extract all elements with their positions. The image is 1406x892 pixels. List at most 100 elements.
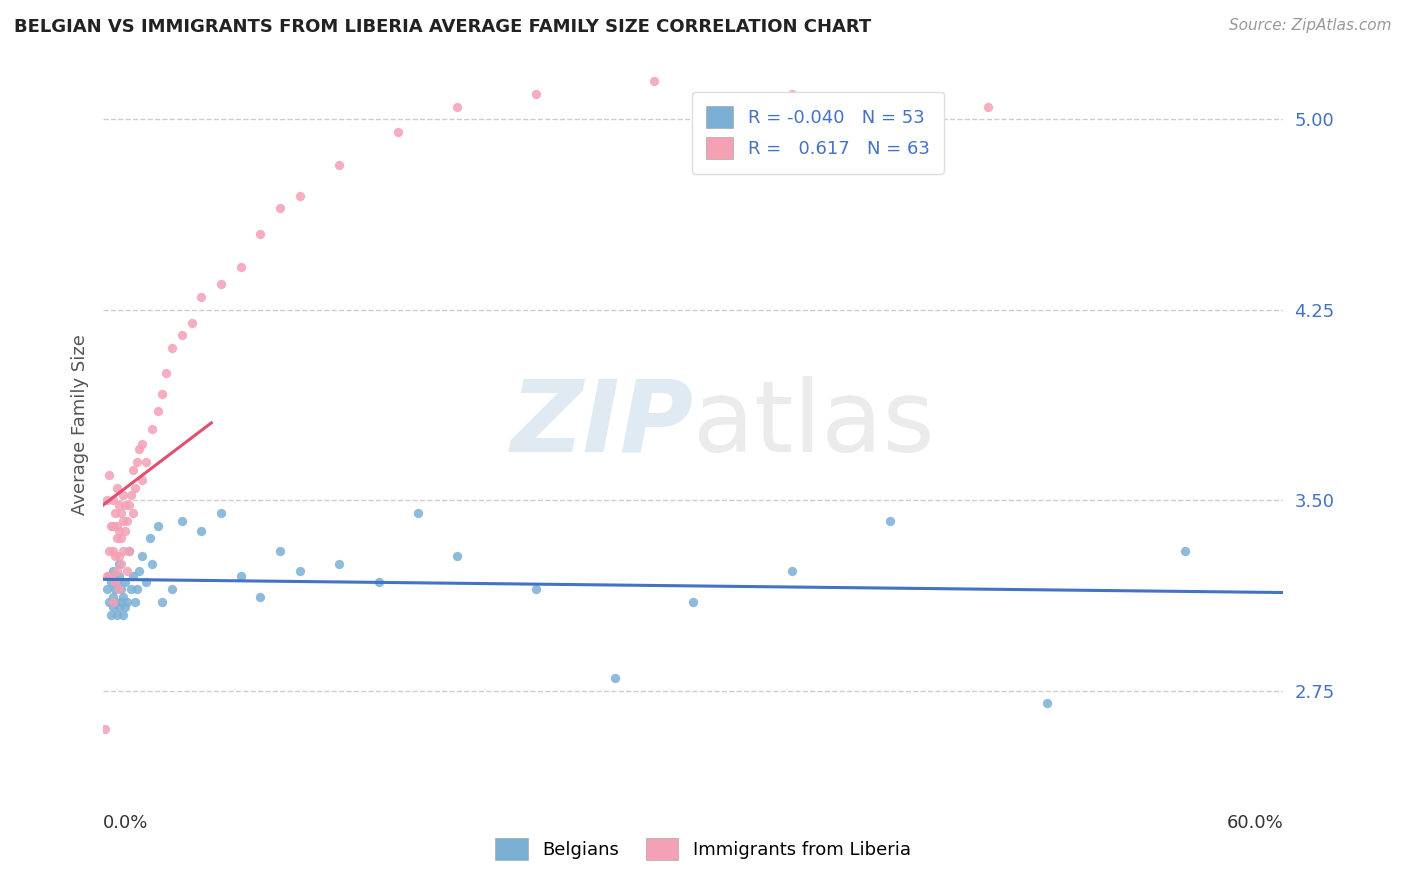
Point xyxy=(128,442,150,457)
Point xyxy=(114,499,136,513)
Point xyxy=(139,532,162,546)
Point xyxy=(111,607,134,622)
Point xyxy=(131,473,153,487)
Point xyxy=(121,506,143,520)
Point xyxy=(682,595,704,609)
Point xyxy=(101,590,124,604)
Point xyxy=(108,569,131,583)
Point xyxy=(288,565,311,579)
Point xyxy=(269,544,291,558)
Point xyxy=(104,506,127,520)
Point xyxy=(105,518,128,533)
Point xyxy=(603,671,626,685)
Point xyxy=(125,455,148,469)
Point xyxy=(288,188,311,202)
Point xyxy=(328,557,350,571)
Point xyxy=(98,595,121,609)
Point xyxy=(104,595,127,609)
Point xyxy=(96,569,118,583)
Point xyxy=(111,514,134,528)
Point xyxy=(125,582,148,597)
Point xyxy=(105,565,128,579)
Point xyxy=(115,514,138,528)
Point xyxy=(110,532,132,546)
Point xyxy=(94,722,117,736)
Point xyxy=(110,506,132,520)
Point xyxy=(104,574,127,589)
Point xyxy=(124,595,146,609)
Point xyxy=(111,590,134,604)
Point xyxy=(115,595,138,609)
Point xyxy=(115,565,138,579)
Point xyxy=(135,455,157,469)
Point xyxy=(367,574,389,589)
Point xyxy=(101,544,124,558)
Point xyxy=(387,125,409,139)
Point xyxy=(110,582,132,597)
Point xyxy=(1036,697,1059,711)
Point xyxy=(406,506,429,520)
Point xyxy=(98,569,121,583)
Point xyxy=(105,481,128,495)
Point xyxy=(100,607,122,622)
Point xyxy=(110,557,132,571)
Point xyxy=(114,599,136,614)
Text: 60.0%: 60.0% xyxy=(1226,814,1284,832)
Point xyxy=(105,607,128,622)
Point xyxy=(131,549,153,564)
Point xyxy=(170,328,193,343)
Point xyxy=(121,569,143,583)
Point xyxy=(104,582,127,597)
Point xyxy=(229,569,252,583)
Point xyxy=(104,549,127,564)
Point xyxy=(249,227,271,241)
Text: atlas: atlas xyxy=(693,376,935,473)
Point xyxy=(879,514,901,528)
Point xyxy=(135,574,157,589)
Point xyxy=(101,493,124,508)
Point xyxy=(101,599,124,614)
Point xyxy=(98,467,121,482)
Point xyxy=(101,518,124,533)
Point xyxy=(118,544,141,558)
Point xyxy=(1174,544,1197,558)
Point xyxy=(114,524,136,538)
Point xyxy=(111,544,134,558)
Legend: Belgians, Immigrants from Liberia: Belgians, Immigrants from Liberia xyxy=(481,823,925,874)
Point xyxy=(446,549,468,564)
Point xyxy=(643,74,665,88)
Point xyxy=(118,544,141,558)
Point xyxy=(155,366,177,380)
Point xyxy=(249,590,271,604)
Point xyxy=(209,277,232,292)
Point xyxy=(524,582,547,597)
Point xyxy=(108,599,131,614)
Point xyxy=(209,506,232,520)
Point xyxy=(101,595,124,609)
Point xyxy=(977,100,1000,114)
Legend: R = -0.040   N = 53, R =   0.617   N = 63: R = -0.040 N = 53, R = 0.617 N = 63 xyxy=(692,92,943,174)
Point xyxy=(100,518,122,533)
Point xyxy=(108,524,131,538)
Point xyxy=(101,565,124,579)
Point xyxy=(120,488,142,502)
Point xyxy=(150,595,173,609)
Point xyxy=(100,569,122,583)
Point xyxy=(114,574,136,589)
Point xyxy=(170,514,193,528)
Y-axis label: Average Family Size: Average Family Size xyxy=(72,334,89,515)
Point xyxy=(446,100,468,114)
Point xyxy=(108,557,131,571)
Point xyxy=(190,524,212,538)
Point xyxy=(124,481,146,495)
Point xyxy=(108,582,131,597)
Point xyxy=(328,158,350,172)
Point xyxy=(148,404,170,418)
Point xyxy=(780,565,803,579)
Point xyxy=(160,341,183,355)
Point xyxy=(148,518,170,533)
Point xyxy=(150,386,173,401)
Point xyxy=(141,422,163,436)
Point xyxy=(131,437,153,451)
Text: BELGIAN VS IMMIGRANTS FROM LIBERIA AVERAGE FAMILY SIZE CORRELATION CHART: BELGIAN VS IMMIGRANTS FROM LIBERIA AVERA… xyxy=(14,18,872,36)
